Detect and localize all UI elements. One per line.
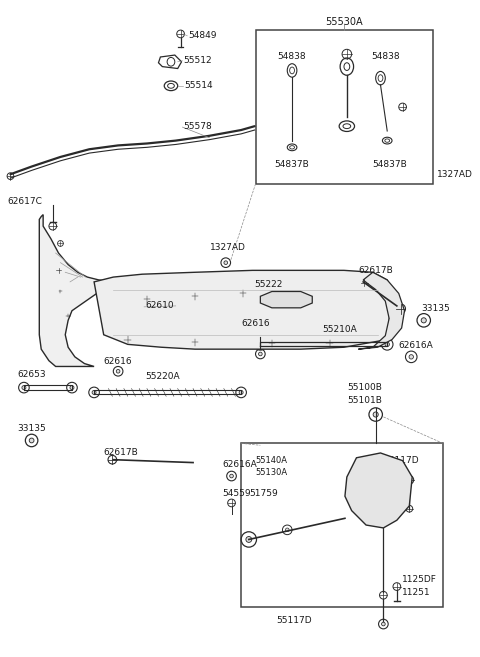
Bar bbox=[241, 443, 443, 606]
Circle shape bbox=[385, 342, 389, 346]
Text: 55101B: 55101B bbox=[347, 396, 382, 405]
Text: 55514: 55514 bbox=[184, 81, 213, 90]
Text: 55140A: 55140A bbox=[255, 456, 288, 465]
Text: 54849: 54849 bbox=[188, 32, 217, 40]
Circle shape bbox=[259, 352, 262, 356]
Text: 33135: 33135 bbox=[17, 424, 46, 434]
Circle shape bbox=[373, 412, 378, 417]
Circle shape bbox=[230, 474, 233, 478]
Polygon shape bbox=[260, 292, 312, 308]
Text: 11251: 11251 bbox=[402, 588, 430, 597]
Text: 55220A: 55220A bbox=[145, 372, 180, 380]
Polygon shape bbox=[345, 453, 412, 528]
Text: 55116C: 55116C bbox=[371, 489, 406, 498]
Text: 33135: 33135 bbox=[421, 304, 450, 313]
Text: 62616: 62616 bbox=[241, 319, 270, 328]
Polygon shape bbox=[359, 272, 405, 349]
Text: 54838: 54838 bbox=[278, 53, 306, 62]
Text: 54838: 54838 bbox=[371, 53, 400, 62]
Text: 51759: 51759 bbox=[249, 489, 277, 498]
Circle shape bbox=[239, 390, 243, 394]
Circle shape bbox=[382, 622, 385, 626]
Text: 54837B: 54837B bbox=[275, 160, 310, 169]
Circle shape bbox=[258, 342, 263, 346]
Circle shape bbox=[373, 507, 378, 511]
Text: 62617B: 62617B bbox=[104, 449, 138, 457]
Text: 1327AD: 1327AD bbox=[210, 243, 246, 252]
Circle shape bbox=[286, 528, 289, 532]
Circle shape bbox=[116, 369, 120, 373]
Circle shape bbox=[246, 537, 252, 543]
Text: 1125DF: 1125DF bbox=[402, 576, 436, 584]
Text: 55130A: 55130A bbox=[255, 468, 288, 477]
Text: 54837B: 54837B bbox=[373, 160, 408, 169]
Text: 55512: 55512 bbox=[183, 57, 212, 65]
Circle shape bbox=[224, 261, 228, 265]
Text: 62617C: 62617C bbox=[8, 196, 42, 206]
Text: 55100B: 55100B bbox=[347, 383, 382, 392]
Circle shape bbox=[304, 298, 307, 301]
Text: 1327AD: 1327AD bbox=[437, 170, 473, 179]
Circle shape bbox=[259, 330, 262, 334]
Circle shape bbox=[421, 318, 426, 323]
Circle shape bbox=[265, 298, 269, 301]
Text: 62653: 62653 bbox=[17, 370, 46, 378]
Text: 62616A: 62616A bbox=[222, 460, 257, 469]
Polygon shape bbox=[94, 270, 392, 349]
Circle shape bbox=[70, 386, 74, 390]
Text: 62616: 62616 bbox=[104, 357, 132, 366]
Circle shape bbox=[22, 386, 26, 390]
Text: 55530A: 55530A bbox=[325, 17, 363, 28]
Circle shape bbox=[29, 438, 34, 443]
Circle shape bbox=[409, 355, 413, 359]
Text: 54559: 54559 bbox=[222, 489, 251, 498]
Text: 55210A: 55210A bbox=[322, 325, 357, 334]
Circle shape bbox=[381, 468, 386, 473]
Text: 55117D: 55117D bbox=[384, 456, 419, 465]
Text: 55578: 55578 bbox=[183, 122, 212, 131]
Circle shape bbox=[92, 390, 96, 394]
Bar bbox=[255, 30, 433, 184]
Text: 62617B: 62617B bbox=[359, 266, 393, 275]
Text: 62610: 62610 bbox=[145, 302, 174, 310]
Polygon shape bbox=[39, 215, 113, 367]
Text: 55222: 55222 bbox=[254, 281, 283, 289]
Text: 55117D: 55117D bbox=[276, 616, 312, 625]
Text: 62616A: 62616A bbox=[399, 341, 433, 350]
